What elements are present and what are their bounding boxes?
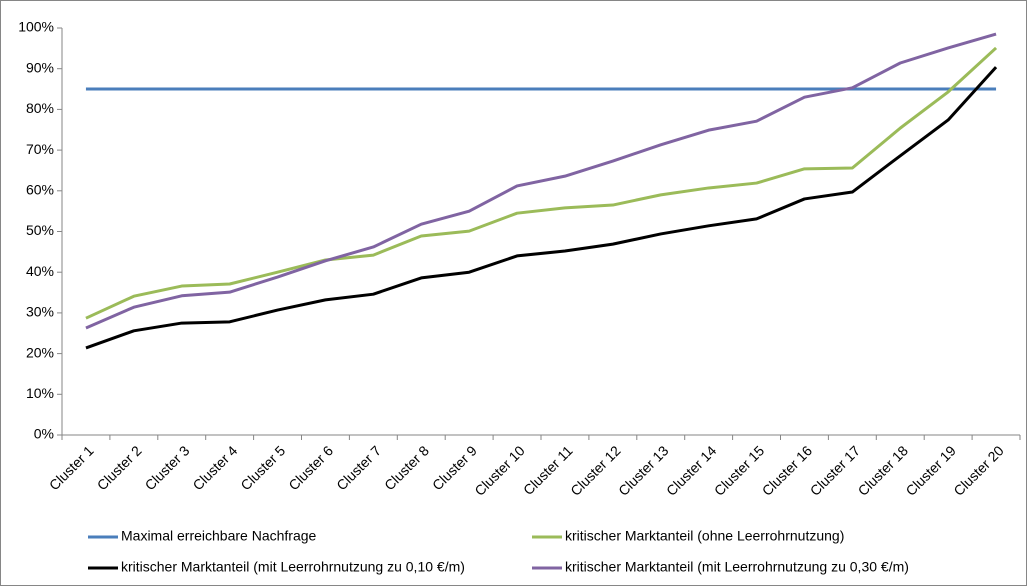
y-tick-label: 60% — [26, 182, 54, 198]
legend-label: kritischer Marktanteil (mit Leerrohrnutz… — [565, 559, 909, 575]
legend-label: Maximal erreichbare Nachfrage — [121, 528, 317, 544]
y-tick-label: 70% — [26, 141, 54, 157]
y-tick-label: 20% — [26, 344, 54, 360]
y-tick-label: 30% — [26, 304, 54, 320]
y-tick-label: 40% — [26, 263, 54, 279]
legend-label: kritischer Marktanteil (ohne Leerrohrnut… — [565, 528, 844, 544]
y-tick-label: 80% — [26, 100, 54, 116]
y-tick-label: 50% — [26, 222, 54, 238]
y-tick-label: 100% — [18, 19, 54, 35]
series-line — [85, 32, 997, 330]
y-tick-label: 90% — [26, 59, 54, 75]
series-line — [85, 46, 998, 320]
y-tick-label: 0% — [34, 426, 54, 442]
y-tick-label: 10% — [26, 385, 54, 401]
legend-label: kritischer Marktanteil (mit Leerrohrnutz… — [121, 559, 465, 575]
series-line — [85, 66, 998, 350]
